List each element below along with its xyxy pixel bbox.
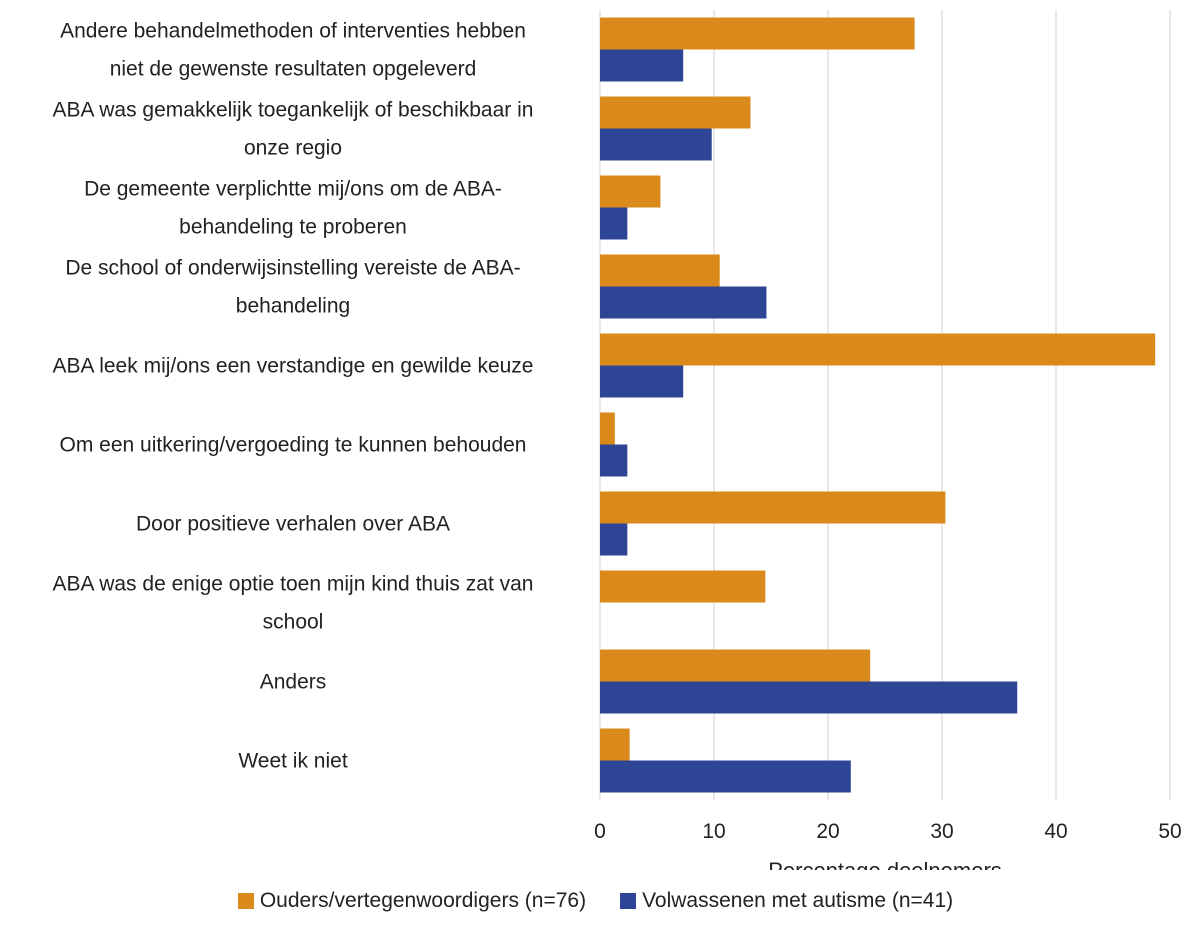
bar-adults-5 [600,444,628,477]
bar-parents-7 [600,570,766,603]
category-label-4: ABA leek mij/ons een verstandige en gewi… [53,355,534,378]
bar-parents-3 [600,254,720,287]
x-axis-title: Percentage deelnemers [768,858,1002,870]
x-tick-20: 20 [816,820,839,843]
category-label-3: De school of onderwijsinstelling vereist… [65,257,520,318]
category-label-6: Door positieve verhalen over ABA [136,513,450,536]
category-label-1: ABA was gemakkelijk toegankelijk of besc… [53,99,534,160]
bar-adults-8 [600,681,1018,714]
x-tick-labels: 0 10 20 30 40 50 [594,820,1182,843]
bar-parents-0 [600,17,915,50]
legend-label-adults: Volwassenen met autisme (n=41) [642,889,954,912]
bar-adults-0 [600,49,684,82]
legend: Ouders/vertegenwoordigers (n=76) Volwass… [0,889,1191,913]
bar-chart: Andere behandelmethoden of interventies … [53,10,1182,870]
bar-adults-4 [600,365,684,398]
bar-parents-2 [600,175,661,208]
category-label-8: Anders [260,671,327,694]
x-tick-0: 0 [594,820,606,843]
x-tick-50: 50 [1158,820,1181,843]
legend-item-adults[interactable]: Volwassenen met autisme (n=41) [620,889,953,913]
bar-parents-4 [600,333,1156,366]
bar-parents-6 [600,491,946,524]
category-label-2: De gemeente verplichtte mij/ons om de AB… [84,178,502,239]
bar-parents-1 [600,96,751,129]
bar-adults-3 [600,286,767,319]
bar-parents-8 [600,649,871,682]
legend-label-parents: Ouders/vertegenwoordigers (n=76) [259,889,587,912]
x-tick-40: 40 [1044,820,1067,843]
category-label-5: Om een uitkering/vergoeding te kunnen be… [59,434,526,457]
bar-parents-5 [600,412,615,445]
category-label-7: ABA was de enige optie toen mijn kind th… [53,573,534,634]
x-tick-10: 10 [702,820,725,843]
category-label-0: Andere behandelmethoden of interventies … [60,20,526,81]
category-label-9: Weet ik niet [238,750,347,773]
category-labels: Andere behandelmethoden of interventies … [53,20,534,773]
bar-adults-2 [600,207,628,240]
bar-adults-1 [600,128,712,161]
legend-swatch-parents [237,893,254,909]
bar-parents-9 [600,728,630,761]
bars [600,17,1156,793]
legend-swatch-adults [620,893,637,909]
bar-adults-9 [600,760,851,793]
x-tick-30: 30 [930,820,953,843]
legend-item-parents[interactable]: Ouders/vertegenwoordigers (n=76) [237,889,587,913]
bar-adults-6 [600,523,628,556]
